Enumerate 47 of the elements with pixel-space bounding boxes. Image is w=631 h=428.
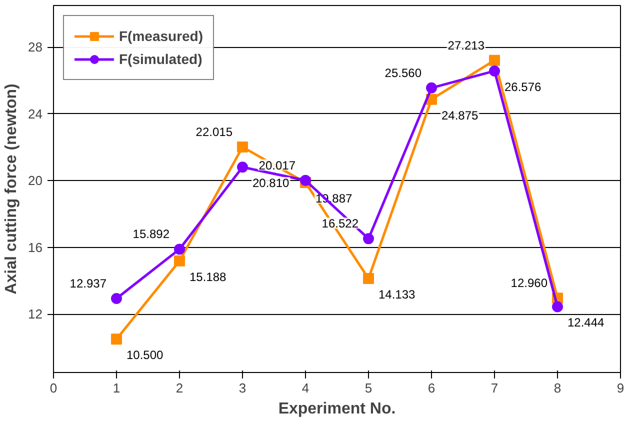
point	[174, 244, 185, 255]
x-tick-label: 8	[554, 380, 562, 396]
x-tick-label: 7	[490, 380, 498, 396]
y-tick-label: 12	[28, 306, 43, 322]
legend-label: F(measured)	[119, 28, 204, 44]
data-label: 15.892	[132, 227, 170, 242]
data-label: 27.213	[448, 38, 485, 52]
point	[111, 334, 122, 345]
data-label: 20.017	[258, 158, 296, 172]
x-tick-label: 0	[50, 380, 58, 396]
y-tick-label: 24	[28, 106, 43, 122]
y-axis-title: Axial cutting force (newton)	[3, 84, 20, 294]
data-label: 12.937	[70, 276, 107, 290]
data-label: 10.500	[126, 348, 164, 362]
data-label: 14.133	[378, 288, 416, 302]
y-tick-label: 28	[28, 40, 43, 55]
point	[111, 292, 122, 304]
y-tick-label: 20	[28, 173, 43, 188]
x-tick-label: 3	[238, 380, 246, 396]
data-label: 16.522	[322, 216, 359, 231]
data-label: 20.810	[252, 176, 290, 190]
point	[552, 301, 563, 312]
x-axis-title: Experiment No.	[278, 400, 396, 418]
y-tick-label: 16	[28, 240, 43, 255]
x-tick-label: 2	[176, 380, 184, 396]
point	[237, 162, 248, 173]
x-tick-label: 6	[428, 380, 436, 396]
point	[300, 174, 311, 186]
data-label: 12.960	[510, 276, 548, 290]
x-tick-label: 1	[112, 380, 120, 396]
data-label: 15.188	[190, 270, 227, 284]
point	[174, 255, 185, 266]
point	[237, 142, 248, 153]
data-label: 12.444	[568, 316, 605, 330]
data-label: 24.875	[442, 108, 479, 122]
legend-label: F(simulated)	[119, 51, 202, 67]
point	[363, 273, 374, 284]
point	[489, 54, 500, 66]
point	[426, 82, 437, 94]
point	[363, 233, 374, 244]
x-tick-label: 4	[302, 380, 310, 396]
data-label: 26.576	[504, 80, 542, 94]
x-tick-label: 9	[616, 380, 624, 396]
x-tick-label: 5	[364, 380, 372, 396]
data-label: 22.015	[196, 125, 233, 140]
point	[489, 65, 500, 76]
data-label: 25.560	[384, 66, 422, 80]
